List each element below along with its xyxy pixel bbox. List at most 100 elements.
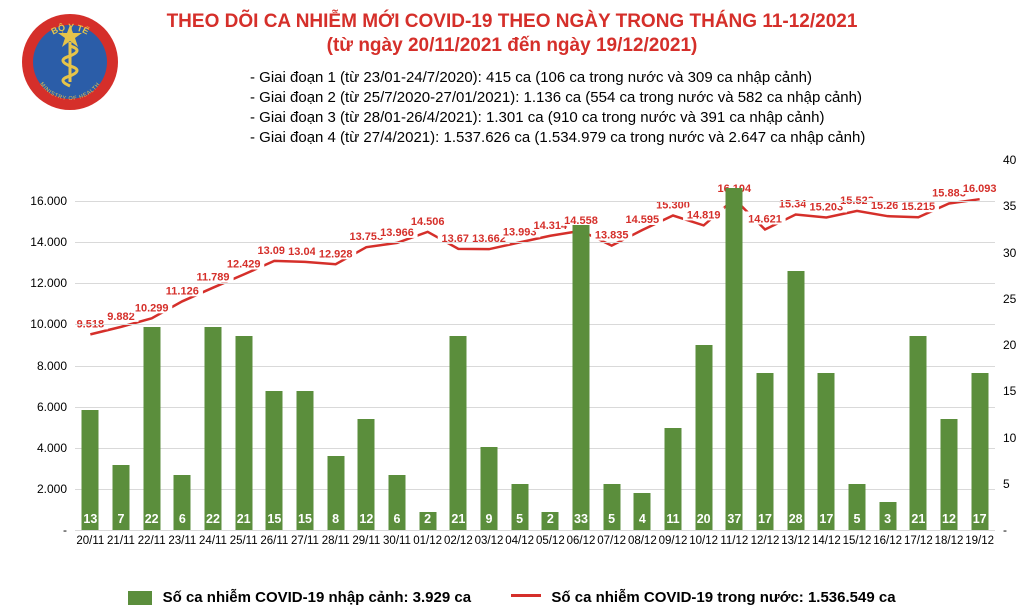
x-tick-label: 23/11	[168, 535, 196, 547]
x-tick-label: 14/12	[812, 535, 841, 547]
y-left-tick-label: 14.000	[30, 235, 67, 249]
y-left-tick-label: 2.000	[37, 482, 67, 496]
bar	[450, 336, 467, 530]
y-left-tick-label: 12.000	[30, 276, 67, 290]
x-tick-label: 03/12	[475, 535, 504, 547]
legend: Số ca nhiễm COVID-19 nhập cảnh: 3.929 ca…	[0, 589, 1024, 606]
bar-value-label: 5	[854, 512, 861, 526]
x-tick-label: 07/12	[597, 535, 626, 547]
y-left-tick-label: 4.000	[37, 441, 67, 455]
bar-value-label: 17	[819, 512, 833, 526]
legend-line-swatch	[511, 594, 541, 597]
bar	[266, 391, 283, 530]
y-left-tick-label: -	[63, 523, 67, 537]
stage-note-2: - Giai đoạn 2 (từ 25/7/2020-27/01/2021):…	[250, 88, 865, 108]
legend-bar-swatch	[128, 591, 152, 605]
x-tick-label: 10/12	[689, 535, 718, 547]
x-tick-label: 15/12	[843, 535, 872, 547]
bar-value-label: 17	[973, 512, 987, 526]
gridline	[75, 530, 995, 531]
x-tick-label: 27/11	[291, 535, 319, 547]
bar-value-label: 12	[359, 512, 373, 526]
bar-value-label: 21	[911, 512, 925, 526]
line-value-label: 11.126	[166, 285, 199, 297]
legend-line-label: Số ca nhiễm COVID-19 trong nước: 1.536.5…	[551, 589, 895, 606]
x-tick-label: 28/11	[322, 535, 350, 547]
y-right-tick-label: 40	[1003, 153, 1016, 167]
x-tick-label: 08/12	[628, 535, 657, 547]
line-value-label: 15.215	[902, 201, 936, 213]
title-line-2: (từ ngày 20/11/2021 đến ngày 19/12/2021)	[0, 34, 1024, 58]
legend-bars: Số ca nhiễm COVID-19 nhập cảnh: 3.929 ca	[128, 589, 471, 606]
x-tick-label: 19/12	[965, 535, 994, 547]
y-right-tick-label: 15	[1003, 384, 1016, 398]
x-tick-label: 29/11	[352, 535, 380, 547]
bar	[757, 373, 774, 530]
bar-value-label: 33	[574, 512, 588, 526]
bar-value-label: 15	[267, 512, 281, 526]
bar-value-label: 20	[697, 512, 711, 526]
line-value-label: 13.966	[380, 227, 414, 239]
bar-value-label: 6	[394, 512, 401, 526]
bar-value-label: 2	[424, 512, 431, 526]
bar	[726, 188, 743, 530]
y-right-tick-label: 5	[1003, 477, 1010, 491]
x-tick-label: 24/11	[199, 535, 227, 547]
title-line-1: THEO DÕI CA NHIỄM MỚI COVID-19 THEO NGÀY…	[0, 10, 1024, 34]
stage-note-3: - Giai đoạn 3 (từ 28/01-26/4/2021): 1.30…	[250, 108, 865, 128]
bar	[787, 271, 804, 530]
bar-value-label: 3	[884, 512, 891, 526]
bar-value-label: 22	[145, 512, 159, 526]
bar-value-label: 15	[298, 512, 312, 526]
plot-area: 9.5189.88210.29911.12611.78912.42913.094…	[75, 160, 995, 530]
bar-value-label: 4	[639, 512, 646, 526]
stage-note-1: - Giai đoạn 1 (từ 23/01-24/7/2020): 415 …	[250, 68, 865, 88]
y-right-tick-label: 30	[1003, 246, 1016, 260]
title-block: THEO DÕI CA NHIỄM MỚI COVID-19 THEO NGÀY…	[0, 10, 1024, 58]
x-tick-label: 05/12	[536, 535, 565, 547]
bar-value-label: 21	[451, 512, 465, 526]
bar	[143, 327, 160, 531]
bar-value-label: 12	[942, 512, 956, 526]
x-tick-label: 20/11	[76, 535, 104, 547]
gridline	[75, 283, 995, 284]
y-right-tick-label: 25	[1003, 292, 1016, 306]
bar	[818, 373, 835, 530]
line-value-label: 10.299	[135, 302, 169, 314]
bar	[297, 391, 314, 530]
line-value-label: 14.621	[748, 213, 782, 225]
legend-line: Số ca nhiễm COVID-19 trong nước: 1.536.5…	[511, 589, 895, 606]
bar-value-label: 5	[608, 512, 615, 526]
x-tick-label: 12/12	[751, 535, 780, 547]
x-tick-label: 22/11	[138, 535, 166, 547]
gridline	[75, 324, 995, 325]
line-value-label: 9.882	[107, 311, 135, 323]
bar	[910, 336, 927, 530]
bar	[573, 225, 590, 530]
line-value-label: 14.595	[626, 214, 660, 226]
x-tick-label: 16/12	[873, 535, 902, 547]
x-tick-label: 04/12	[505, 535, 534, 547]
x-tick-label: 11/12	[720, 535, 748, 547]
bar-value-label: 7	[118, 512, 125, 526]
bar-value-label: 28	[789, 512, 803, 526]
bar-value-label: 17	[758, 512, 772, 526]
x-tick-label: 25/11	[230, 535, 258, 547]
bar-value-label: 37	[727, 512, 741, 526]
bar-value-label: 5	[516, 512, 523, 526]
bar-value-label: 21	[237, 512, 251, 526]
bar	[205, 327, 222, 531]
gridline	[75, 201, 995, 202]
x-tick-label: 18/12	[935, 535, 964, 547]
x-tick-label: 06/12	[567, 535, 596, 547]
y-left-tick-label: 16.000	[30, 194, 67, 208]
legend-bar-label: Số ca nhiễm COVID-19 nhập cảnh: 3.929 ca	[163, 589, 471, 606]
bar-value-label: 22	[206, 512, 220, 526]
x-tick-label: 30/11	[383, 535, 411, 547]
x-tick-label: 21/11	[107, 535, 135, 547]
line-value-label: 14.819	[687, 209, 721, 221]
y-left-tick-label: 6.000	[37, 400, 67, 414]
stage-note-4: - Giai đoạn 4 (từ 27/4/2021): 1.537.626 …	[250, 128, 865, 148]
x-tick-label: 02/12	[444, 535, 473, 547]
y-left-tick-label: 8.000	[37, 359, 67, 373]
